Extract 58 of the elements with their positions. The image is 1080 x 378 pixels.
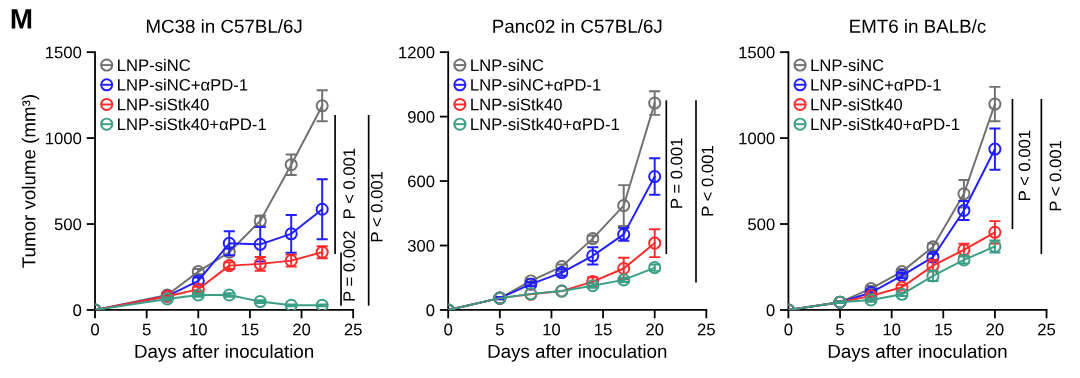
x-tick-label: 20 (646, 323, 664, 336)
text: P < 0.001 (370, 171, 383, 242)
x-tick-label: 25 (697, 323, 715, 336)
x-tick-label: 0 (784, 323, 793, 336)
y-tick-label: 0 (426, 304, 435, 317)
chart-title: EMT6 in BALB/c (850, 19, 986, 33)
legend-label: LNP-siNC+αPD-1 (471, 78, 601, 91)
x-tick-label: 10 (190, 323, 207, 336)
legend-label: LNP-siStk40+αPD-1 (118, 117, 266, 131)
y-tick-label: 900 (407, 111, 435, 123)
y-tick-label: 500 (748, 218, 775, 231)
annotation: P < 0.001 (343, 148, 356, 219)
x-tick-label: 15 (595, 323, 612, 336)
x-tick-label: 5 (836, 323, 844, 336)
x-axis-title: Days after inoculation (488, 344, 667, 362)
x-tick-label: 20 (293, 323, 311, 336)
y-tick-label: 500 (54, 218, 82, 231)
y-tick-label: 1000 (46, 132, 82, 145)
y-tick-label: 300 (407, 239, 435, 252)
x-tick-label: 5 (495, 323, 504, 336)
x-tick-label: 10 (543, 323, 561, 336)
x-axis-title: Days after inoculation (828, 344, 1007, 362)
x-tick-label: 20 (986, 323, 1004, 336)
y-tick-label: 1500 (46, 46, 82, 59)
legend-label: LNP-siNC (118, 58, 191, 72)
y-tick-label: 600 (408, 175, 435, 188)
y-tick-label: 0 (73, 304, 82, 317)
legend-label: LNP-siStk40 (811, 98, 903, 111)
x-tick-label: 15 (241, 323, 259, 336)
y-tick-label: 1000 (739, 132, 775, 145)
x-tick-label: 0 (444, 323, 453, 336)
annotation: P < 0.001 (1018, 130, 1031, 200)
legend-label: LNP-siNC (811, 58, 884, 72)
x-tick-label: 25 (1038, 323, 1056, 336)
annotation: P = 0.002 (343, 231, 356, 301)
text: P < 0.001 (1049, 140, 1062, 211)
legend-label: LNP-siStk40 (118, 98, 209, 111)
legend-label: LNP-siNC (471, 58, 544, 72)
annotation: P < 0.001 (701, 146, 714, 216)
x-tick-label: 0 (91, 323, 100, 336)
x-tick-label: 10 (883, 323, 901, 336)
x-tick-label: 25 (344, 323, 362, 336)
legend-label: LNP-siStk40 (471, 98, 562, 111)
y-tick-label: 0 (766, 304, 775, 317)
text: M (11, 9, 32, 29)
y-tick-label: 1500 (739, 46, 775, 59)
y-tick-label: 1200 (399, 46, 435, 59)
legend-label: LNP-siStk40+αPD-1 (471, 117, 620, 131)
y-axis-title: Tumor volume (mm³) (21, 95, 40, 268)
legend-label: LNP-siStk40+αPD-1 (811, 117, 960, 131)
chart-title: MC38 in C57BL/6J (146, 19, 302, 33)
legend-label: LNP-siNC+αPD-1 (118, 78, 248, 91)
annotation: P = 0.001 (670, 138, 683, 208)
x-tick-label: 5 (142, 323, 151, 336)
legend-label: LNP-siNC+αPD-1 (811, 78, 941, 91)
chart-title: Panc02 in C57BL/6J (493, 19, 662, 33)
x-axis-title: Days after inoculation (135, 344, 314, 362)
x-tick-label: 15 (935, 323, 952, 336)
